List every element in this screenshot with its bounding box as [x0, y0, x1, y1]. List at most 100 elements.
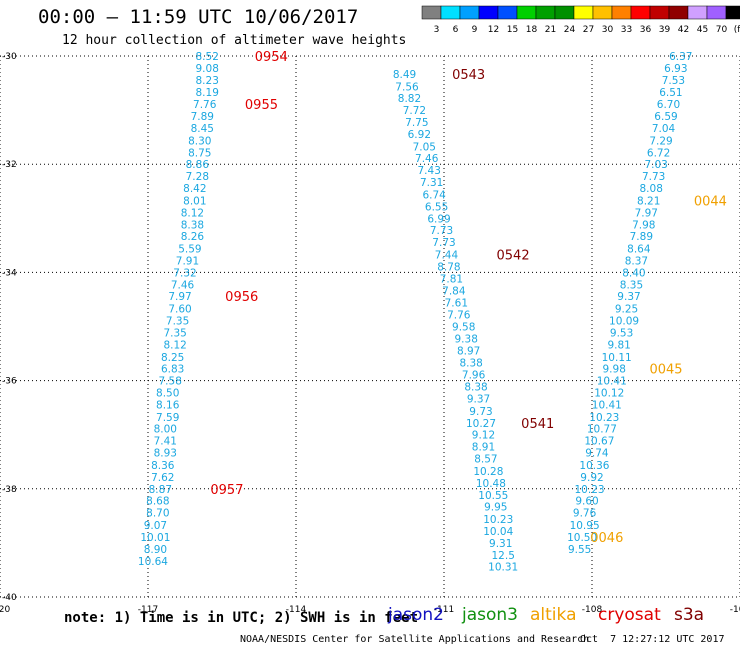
colorbar-label: 12 — [488, 25, 499, 35]
wave-height-value: 10.23 — [483, 514, 513, 526]
wave-height-value: 7.81 — [440, 273, 463, 285]
legend-jason3: jason3 — [462, 605, 518, 625]
wave-height-value: 8.93 — [154, 448, 177, 460]
wave-height-value: 8.12 — [163, 339, 186, 351]
colorbar-swatch — [554, 5, 575, 20]
wave-height-value: 10.55 — [478, 490, 508, 502]
credit-line: NOAA/NESDIS Center for Satellite Applica… — [240, 634, 590, 645]
wave-height-value: 7.62 — [151, 472, 174, 484]
wave-height-value: 10.12 — [594, 388, 624, 400]
colorbar-swatch — [706, 5, 727, 20]
wave-height-value: 8.08 — [640, 183, 663, 195]
wave-height-value: 6.83 — [161, 364, 184, 376]
colorbar-swatch — [516, 5, 537, 20]
wave-height-value: 6.72 — [647, 147, 670, 159]
colorbar-label: 70 — [716, 25, 728, 35]
colorbar-label: 3 — [434, 25, 440, 35]
colorbar-swatch — [592, 5, 613, 20]
colorbar-swatch — [440, 5, 461, 20]
colorbar-label: 18 — [526, 25, 538, 35]
footer-note: note: 1) Time is in UTC; 2) SWH is in fe… — [64, 610, 419, 626]
wave-height-value: 10.41 — [592, 399, 622, 411]
wave-height-value: 8.82 — [398, 93, 421, 105]
wave-height-value: 10.48 — [476, 478, 506, 490]
latitude-tick-label: -38 — [2, 485, 17, 495]
wave-height-value: 8.36 — [151, 460, 175, 472]
wave-height-value: 8.91 — [472, 442, 495, 454]
colorbar-label: 39 — [659, 25, 671, 35]
wave-height-value: 8.64 — [627, 244, 651, 256]
wave-height-value: 9.31 — [489, 538, 512, 550]
track-cryosat_s3a: 8.497.568.827.727.756.927.057.467.437.31… — [393, 68, 554, 574]
wave-height-value: 7.28 — [186, 171, 209, 183]
wave-height-value: 10.27 — [466, 418, 496, 430]
wave-height-value: 8.49 — [393, 69, 416, 81]
wave-height-value: 7.76 — [447, 310, 471, 322]
wave-height-value: 7.61 — [445, 298, 468, 310]
wave-height-value: 10.77 — [587, 424, 617, 436]
wave-height-value: 10.67 — [584, 436, 614, 448]
wave-height-value: 8.21 — [637, 195, 660, 207]
wave-height-value: 7.89 — [191, 111, 214, 123]
wave-height-value: 7.59 — [156, 412, 179, 424]
wave-height-value: 12.5 — [492, 550, 515, 562]
wave-height-value: 7.04 — [652, 123, 676, 135]
wave-height-value: 8.38 — [464, 382, 487, 394]
wave-height-value: 5.59 — [178, 244, 201, 256]
wave-height-value: 7.56 — [395, 81, 419, 93]
wave-height-value: 6.55 — [425, 201, 448, 213]
wave-height-value: 7.73 — [432, 237, 455, 249]
wave-height-value: 6.74 — [422, 189, 446, 201]
wave-height-value: 7.97 — [635, 207, 658, 219]
wave-height-value: 7.91 — [176, 255, 199, 267]
wave-height-value: 10.50 — [567, 532, 597, 544]
wave-height-value: 8.87 — [149, 484, 172, 496]
wave-height-value: 7.41 — [154, 436, 177, 448]
longitude-tick-label: -108 — [582, 605, 603, 615]
longitude-tick-label: -111 — [434, 605, 454, 615]
wave-height-value: 9.74 — [585, 448, 609, 460]
wave-height-value: 8.42 — [183, 183, 206, 195]
wave-height-value: 7.35 — [163, 327, 186, 339]
colorbar-label: 36 — [640, 25, 652, 35]
wave-height-value: 10.95 — [570, 520, 600, 532]
wave-height-value: 10.23 — [575, 484, 605, 496]
wave-height-value: 8.01 — [183, 195, 206, 207]
colorbar-swatch — [687, 5, 708, 20]
page-subtitle: 12 hour collection of altimeter wave hei… — [62, 33, 407, 48]
wave-height-value: 7.05 — [413, 141, 436, 153]
wave-height-value: 7.29 — [649, 135, 672, 147]
latitude-tick-label: -36 — [2, 377, 17, 387]
wave-height-value: 7.72 — [403, 105, 426, 117]
wave-height-value: 9.81 — [607, 339, 630, 351]
wave-height-value: 7.76 — [193, 99, 217, 111]
wave-height-value: 9.98 — [603, 364, 626, 376]
wave-height-value: 10.01 — [140, 532, 170, 544]
colorbar-swatch — [573, 5, 594, 20]
pass-time-label: 0955 — [245, 98, 278, 113]
colorbar-swatch — [668, 5, 689, 20]
pass-time-label: 0957 — [210, 483, 243, 498]
wave-height-value: 8.78 — [437, 261, 460, 273]
wave-height-value: 9.55 — [568, 544, 591, 556]
wave-height-value: 6.51 — [659, 87, 682, 99]
wave-height-value: 10.36 — [579, 460, 609, 472]
wave-height-value: 6.70 — [657, 99, 680, 111]
wave-height-value: 6.93 — [664, 63, 687, 75]
wave-height-value: 9.25 — [615, 304, 638, 316]
wave-height-value: 10.09 — [609, 316, 639, 328]
colorbar-swatch — [478, 5, 499, 20]
wave-height-value: 7.75 — [405, 117, 428, 129]
wave-height-value: 7.31 — [420, 177, 443, 189]
wave-height-value: 8.45 — [191, 123, 214, 135]
wave-height-value: 8.30 — [188, 135, 211, 147]
legend-jason2: jason2 — [388, 605, 444, 625]
colorbar-swatch — [725, 5, 740, 20]
wave-height-value: 8.97 — [457, 345, 480, 357]
wave-height-value: 8.16 — [156, 399, 180, 411]
wave-height-value: 10.04 — [483, 526, 513, 538]
page-title: 00:00 – 11:59 UTC 10/06/2017 — [38, 6, 359, 28]
wave-height-value: 9.37 — [467, 393, 490, 405]
satellite-tracks: 8.529.088.238.197.767.898.458.308.758.86… — [138, 50, 727, 574]
